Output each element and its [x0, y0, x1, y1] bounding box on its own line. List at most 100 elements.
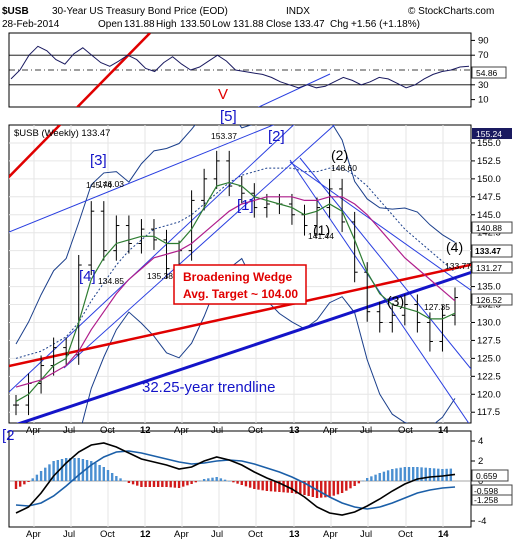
macd-histogram-bar [31, 478, 34, 481]
price-ytick-label: 147.5 [477, 192, 501, 203]
price-label-9: 127.35 [424, 302, 450, 312]
macd-histogram-bar [64, 458, 68, 481]
value-box-lower-band: 126.52 [471, 293, 513, 306]
decline-channel-lower [289, 159, 470, 423]
macd-histogram-bar [110, 473, 114, 481]
macd-line [15, 442, 456, 516]
macd-histogram-bar [69, 458, 72, 481]
macd-histogram-bar [85, 460, 89, 481]
macd-histogram [14, 458, 453, 498]
macd-histogram-bar [253, 481, 256, 489]
value-box-macd: 0.659 [471, 469, 509, 482]
rsi-ytick-label: 90 [478, 35, 489, 46]
macd-histogram-bar [228, 481, 231, 482]
macd-histogram-bar [52, 461, 55, 481]
macd-xtick-label: Jul [63, 529, 75, 540]
close-value: 133.47 [294, 19, 325, 30]
macd-histogram-bar [366, 478, 369, 481]
value-box-histogram: -1.258 [471, 494, 513, 506]
macd-histogram-bar [182, 481, 185, 487]
price-ytick-label: 152.5 [477, 156, 501, 167]
svg-text:155.24: 155.24 [476, 129, 502, 139]
price-label-6: 148.60 [331, 163, 357, 173]
macd-histogram-bar [374, 474, 377, 481]
channel-inner-line [63, 125, 336, 369]
macd-histogram-bar [127, 481, 131, 483]
macd-histogram-bar [23, 481, 26, 485]
value-box-middle-band: 140.88 [471, 221, 513, 234]
price-xtick-label: Apr [26, 425, 41, 436]
price-ytick-label: 150.0 [477, 174, 501, 185]
price-xtick-label: 14 [438, 425, 449, 436]
svg-text:131.27: 131.27 [476, 263, 502, 273]
macd-signal-line [15, 450, 456, 510]
wave-V-label: V [218, 86, 228, 103]
price-label-5: 135.38 [147, 271, 173, 281]
macd-histogram-bar [386, 470, 390, 481]
macd-histogram-bar [294, 481, 298, 494]
macd-histogram-bar [307, 481, 310, 496]
close-label: Close [266, 19, 292, 30]
macd-histogram-bar [14, 481, 18, 489]
macd-histogram-bar [382, 471, 386, 481]
macd-histogram-bar [56, 460, 60, 481]
macd-histogram-bar [332, 481, 335, 496]
macd-histogram-bar [340, 481, 344, 493]
macd-histogram-bar [194, 481, 197, 483]
value-box-rsi: 54.86 [471, 66, 507, 79]
macd-histogram-bar [416, 467, 419, 481]
price-ytick-label: 130.0 [477, 317, 501, 328]
macd-histogram-bar [148, 481, 151, 487]
macd-histogram-bar [248, 481, 252, 488]
macd-histogram-bar [361, 480, 365, 482]
macd-histogram-bar [156, 481, 160, 487]
macd-histogram-bar [432, 468, 436, 481]
macd-histogram-bar [102, 467, 105, 481]
series-label: $USB (Weekly) 133.47 [14, 128, 110, 139]
wedge-upper-line [9, 125, 62, 179]
symbol: $USB [2, 6, 29, 17]
rsi-ytick-label: 30 [478, 80, 489, 91]
price-xtick-label: Jul [211, 425, 223, 436]
channel-upper-rsi [257, 73, 331, 107]
macd-histogram-bar [119, 478, 122, 481]
macd-histogram-bar [240, 481, 243, 485]
macd-histogram-bar [269, 481, 273, 492]
change-label: Chg [330, 19, 348, 30]
macd-histogram-bar [320, 481, 323, 498]
svg-text:54.86: 54.86 [476, 68, 498, 78]
price-ytick-label: 135.0 [477, 282, 501, 293]
svg-text:133.47: 133.47 [475, 246, 501, 256]
macd-histogram-bar [244, 481, 248, 487]
macd-histogram-bar [274, 481, 277, 492]
svg-text:126.52: 126.52 [476, 295, 502, 305]
band-upper [15, 125, 456, 345]
macd-histogram-bar [282, 481, 285, 493]
macd-histogram-bar [407, 467, 411, 481]
annotation-line-2: Avg. Target ~ 104.00 [183, 287, 298, 301]
macd-histogram-bar [140, 481, 143, 487]
change-value: +1.56 (+1.18%) [351, 19, 420, 30]
high-value: 133.50 [180, 19, 211, 30]
copyright: © StockCharts.com [408, 6, 494, 17]
rsi-ytick-label: 10 [478, 95, 489, 106]
price-ytick-label: 122.5 [477, 371, 501, 382]
channel-lower-line [9, 125, 295, 393]
macd-histogram-bar [18, 481, 22, 487]
wave-2-top-label: [2] [268, 128, 285, 145]
macd-histogram-bar [357, 481, 361, 484]
macd-histogram-bar [177, 481, 181, 488]
secular-trendline [16, 270, 471, 423]
macd-histogram-bar [219, 478, 223, 481]
trendline-label: 32.25-year trendline [142, 379, 275, 396]
wave-4-label: [4] [79, 268, 96, 285]
svg-text:0.659: 0.659 [476, 471, 498, 481]
macd-histogram-bar [202, 479, 206, 481]
macd-histogram-bar [411, 467, 415, 481]
macd-histogram-bar [81, 459, 85, 481]
wedge-upper-line-rsi [75, 33, 151, 107]
high-label: High [156, 19, 177, 30]
macd-histogram-bar [336, 481, 340, 495]
macd-histogram-bar [136, 481, 139, 486]
macd-histogram-bar [190, 481, 193, 484]
